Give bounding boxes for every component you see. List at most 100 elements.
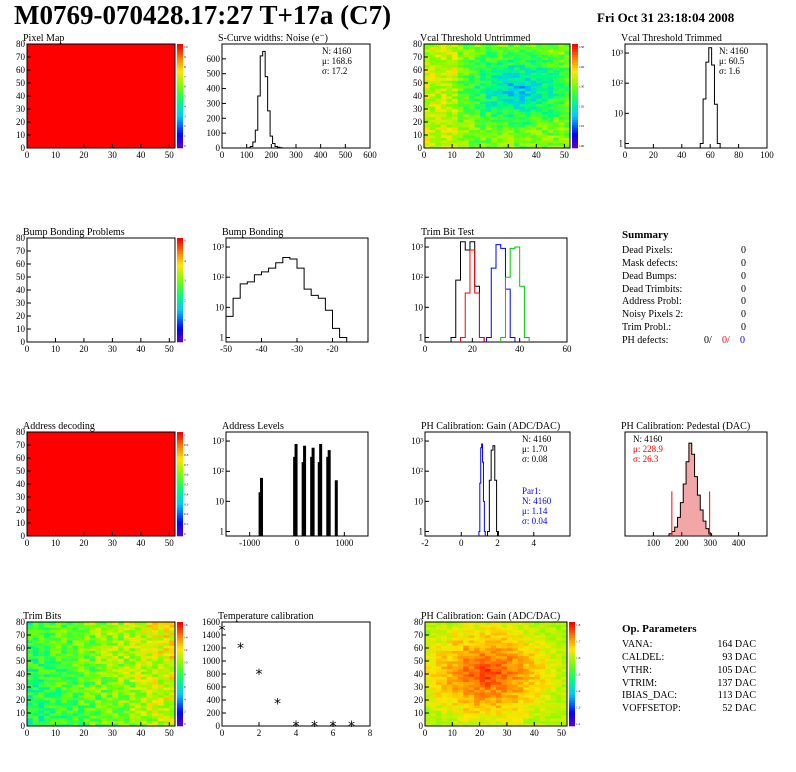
heatmap-cell [468, 140, 475, 144]
heatmap-cell [89, 700, 96, 703]
heatmap-cell [135, 645, 142, 649]
heatmap-fill [27, 44, 175, 148]
heatmap-cell [446, 109, 453, 112]
heatmap-cell [452, 75, 458, 79]
heatmap-cell [512, 627, 519, 631]
heatmap-cell [152, 694, 159, 698]
heatmap-cell [564, 114, 571, 118]
heatmap-cell [55, 679, 62, 683]
heatmap-cell [528, 715, 535, 719]
heatmap-cell [553, 109, 560, 112]
heatmap-cell [112, 653, 119, 657]
heatmap-cell [506, 692, 513, 696]
heatmap-cell [32, 658, 39, 662]
heatmap-cell [528, 684, 535, 688]
heatmap-cell [564, 75, 571, 79]
heatmap-cell [424, 57, 430, 60]
heatmap-cell [547, 132, 554, 136]
heatmap-cell [27, 697, 33, 701]
palette-segment [572, 64, 578, 68]
y-tick-label: 80 [16, 427, 26, 437]
heatmap-cell [558, 140, 565, 144]
heatmap-cell [545, 705, 551, 709]
heatmap-cell [446, 684, 453, 688]
heatmap-cell [513, 88, 520, 92]
heatmap-cell [539, 713, 546, 716]
heatmap-cell [547, 80, 554, 84]
heatmap-cell [512, 671, 519, 675]
heatmap-cell [424, 109, 430, 112]
heatmap-cell [490, 668, 497, 672]
heatmap-cell [550, 655, 557, 659]
heatmap-cell [536, 57, 543, 60]
palette-segment [177, 648, 183, 651]
heatmap-cell [157, 637, 164, 641]
heatmap-cell [441, 689, 448, 693]
palette-segment [177, 437, 183, 441]
palette-segment [177, 253, 183, 257]
heatmap-cell [118, 700, 125, 703]
heatmap-cell [118, 679, 125, 683]
heatmap-cell [497, 75, 503, 79]
heatmap-cell [530, 119, 537, 123]
heatmap-cell [112, 658, 119, 662]
heatmap-cell [425, 668, 431, 672]
palette-segment [177, 46, 183, 50]
palette-segment [177, 676, 183, 680]
heatmap-cell [530, 145, 537, 149]
heatmap-cell [66, 676, 73, 680]
heatmap-cell [429, 59, 436, 63]
palette-segment [572, 124, 578, 128]
heatmap-cell [539, 679, 546, 683]
heatmap-cell [441, 676, 448, 680]
heatmap-cell [525, 72, 531, 76]
heatmap-cell [501, 702, 508, 706]
x-tick-label: 20 [476, 150, 486, 160]
palette-segment [177, 723, 183, 727]
heatmap-cell [490, 694, 497, 698]
heatmap-cell [501, 650, 508, 654]
heatmap-cell [496, 635, 502, 638]
heatmap-cell [441, 658, 448, 662]
heatmap-cell [536, 109, 543, 112]
heatmap-cell [491, 98, 498, 102]
heatmap-cell [463, 103, 470, 107]
heatmap-cell [452, 632, 459, 636]
heatmap-cell [452, 106, 458, 110]
heatmap-cell [525, 59, 531, 63]
heatmap-cell [440, 142, 447, 146]
heatmap-cell [528, 653, 535, 657]
heatmap-cell [446, 127, 453, 131]
heatmap-cell [49, 650, 56, 654]
palette-segment [572, 140, 578, 144]
heatmap-cell [44, 632, 51, 636]
x-tick-label: 10 [51, 538, 61, 548]
heatmap-cell [463, 72, 470, 76]
heatmap-cell [106, 624, 113, 628]
heatmap-cell [468, 101, 475, 105]
heatmap-cell [561, 627, 568, 631]
heatmap-cell [519, 103, 526, 107]
heatmap-cell [61, 707, 68, 711]
heatmap-cell [49, 723, 56, 727]
heatmap-cell [129, 684, 136, 688]
heatmap-cell [163, 642, 170, 646]
heatmap-cell [49, 687, 56, 690]
heatmap-cell [95, 648, 102, 651]
palette-segment [177, 331, 183, 335]
heatmap-cell [157, 635, 164, 638]
heatmap-cell [490, 645, 497, 649]
heatmap-cell [424, 83, 430, 86]
op-param-value: 137 DAC [717, 677, 756, 689]
heatmap-cell [480, 127, 487, 131]
heatmap-cell [157, 632, 164, 636]
heatmap-cell [152, 640, 159, 644]
heatmap-cell [506, 715, 513, 719]
heatmap-cell [95, 676, 102, 680]
heatmap-cell [118, 635, 125, 638]
heatmap-cell [530, 75, 537, 79]
heatmap-cell [468, 700, 475, 703]
heatmap-cell [44, 666, 51, 670]
heatmap-cell [530, 135, 537, 138]
